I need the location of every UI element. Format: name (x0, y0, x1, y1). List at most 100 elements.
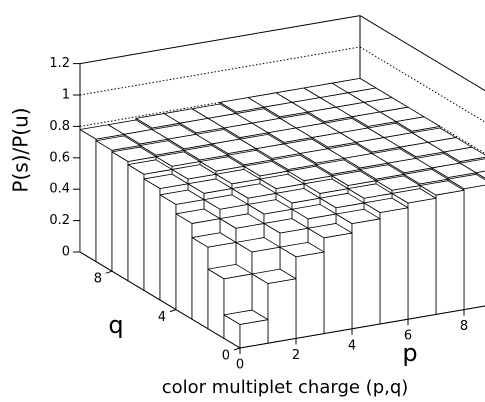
bar-top (363, 197, 409, 213)
bar-top (179, 117, 225, 134)
bar-top (347, 183, 393, 199)
bar-front (407, 197, 437, 320)
y-tick (169, 309, 177, 313)
bar-top (155, 151, 201, 167)
bar-top (331, 170, 377, 186)
bar-top (443, 146, 485, 162)
bar-top (319, 192, 365, 209)
bar-top (203, 194, 249, 210)
z-tick-label: 1.2 (49, 56, 70, 71)
bar-top (143, 173, 189, 189)
y-tick (233, 347, 241, 351)
bar-side (111, 151, 129, 282)
bar-top (395, 116, 441, 132)
y-tick-label: 0 (222, 349, 230, 364)
bar-top (219, 213, 265, 229)
frame (79, 15, 361, 65)
y-axis (79, 251, 241, 349)
bar-top (287, 165, 333, 182)
bar-top (171, 164, 217, 180)
y-tick-label: 4 (158, 310, 166, 325)
bar-top (431, 162, 477, 178)
bar-top (475, 170, 485, 179)
bar-top (211, 138, 257, 154)
y-axis-label: q (108, 311, 123, 339)
bar-top (271, 154, 317, 170)
bar-top (187, 178, 233, 194)
bar-top (135, 113, 181, 129)
bar-top (403, 169, 449, 185)
bar-top (175, 208, 221, 224)
bar-top (259, 173, 305, 190)
bar-top (307, 223, 353, 239)
z-axis-label: P(s)/P(u) (9, 107, 33, 192)
x-axis-label: p (402, 339, 417, 367)
bar-top (243, 161, 289, 177)
bar-side (95, 140, 113, 272)
bar-top (375, 175, 421, 191)
bar-top (307, 106, 353, 122)
bar-side (191, 237, 209, 330)
bar-top (387, 157, 433, 174)
bar-top (231, 183, 277, 199)
z-tick-label: 0 (62, 245, 70, 260)
bar-front (379, 207, 409, 325)
x-tick-label: 8 (460, 319, 468, 334)
bar-top (123, 129, 169, 145)
frame (359, 15, 485, 92)
chart-title: color multiplet charge (p,q) (162, 377, 409, 398)
x-tick-label: 6 (404, 329, 412, 344)
bar-side (207, 268, 225, 339)
bar-front (295, 251, 325, 339)
x-axis (239, 305, 485, 349)
z-tick-label: 0.2 (49, 213, 70, 228)
bar-top (267, 127, 313, 143)
bar-top (223, 309, 269, 325)
x-tick-label: 4 (348, 338, 356, 353)
bar-top (247, 199, 293, 215)
bar-side (127, 164, 145, 291)
bar-top (255, 143, 301, 159)
bar-top (351, 111, 397, 127)
bar-side (79, 129, 97, 263)
bar-top (127, 159, 173, 175)
bar-front (435, 189, 465, 315)
bar-side (143, 178, 161, 301)
x-tick-label: 2 (292, 348, 300, 363)
bar-front (463, 184, 485, 311)
z-tick-label: 0.8 (49, 119, 70, 134)
bar-top (291, 204, 337, 220)
bar-top (191, 232, 237, 248)
bar-top (303, 178, 349, 194)
bar-top (447, 173, 485, 190)
bar-top (159, 189, 205, 205)
z-tick-label: 0.4 (49, 182, 70, 197)
bar-side (175, 213, 193, 320)
bar-top (343, 153, 389, 169)
bar-top (311, 132, 357, 148)
bar-top (183, 145, 229, 161)
bar-top (355, 137, 401, 153)
bar-top (263, 218, 309, 234)
bar-top (251, 268, 297, 284)
bar-top (79, 124, 125, 140)
bar-top (219, 97, 265, 113)
bar-top (335, 208, 381, 225)
bar-top (199, 156, 245, 172)
bar-top (95, 135, 141, 151)
z-tick-label: 1 (62, 88, 70, 103)
bar-front (323, 232, 353, 335)
bar-top (299, 148, 345, 164)
y-tick (105, 270, 113, 274)
bar-top (359, 164, 405, 180)
bar-top (263, 102, 309, 118)
bar-top (227, 149, 273, 166)
x-tick-label: 0 (236, 358, 244, 373)
bar-top (215, 169, 261, 185)
bar-top (235, 237, 281, 253)
bar-front (267, 278, 297, 344)
z-tick-label: 0.6 (49, 150, 70, 165)
bar-top (207, 263, 253, 280)
bar-top (111, 146, 157, 162)
